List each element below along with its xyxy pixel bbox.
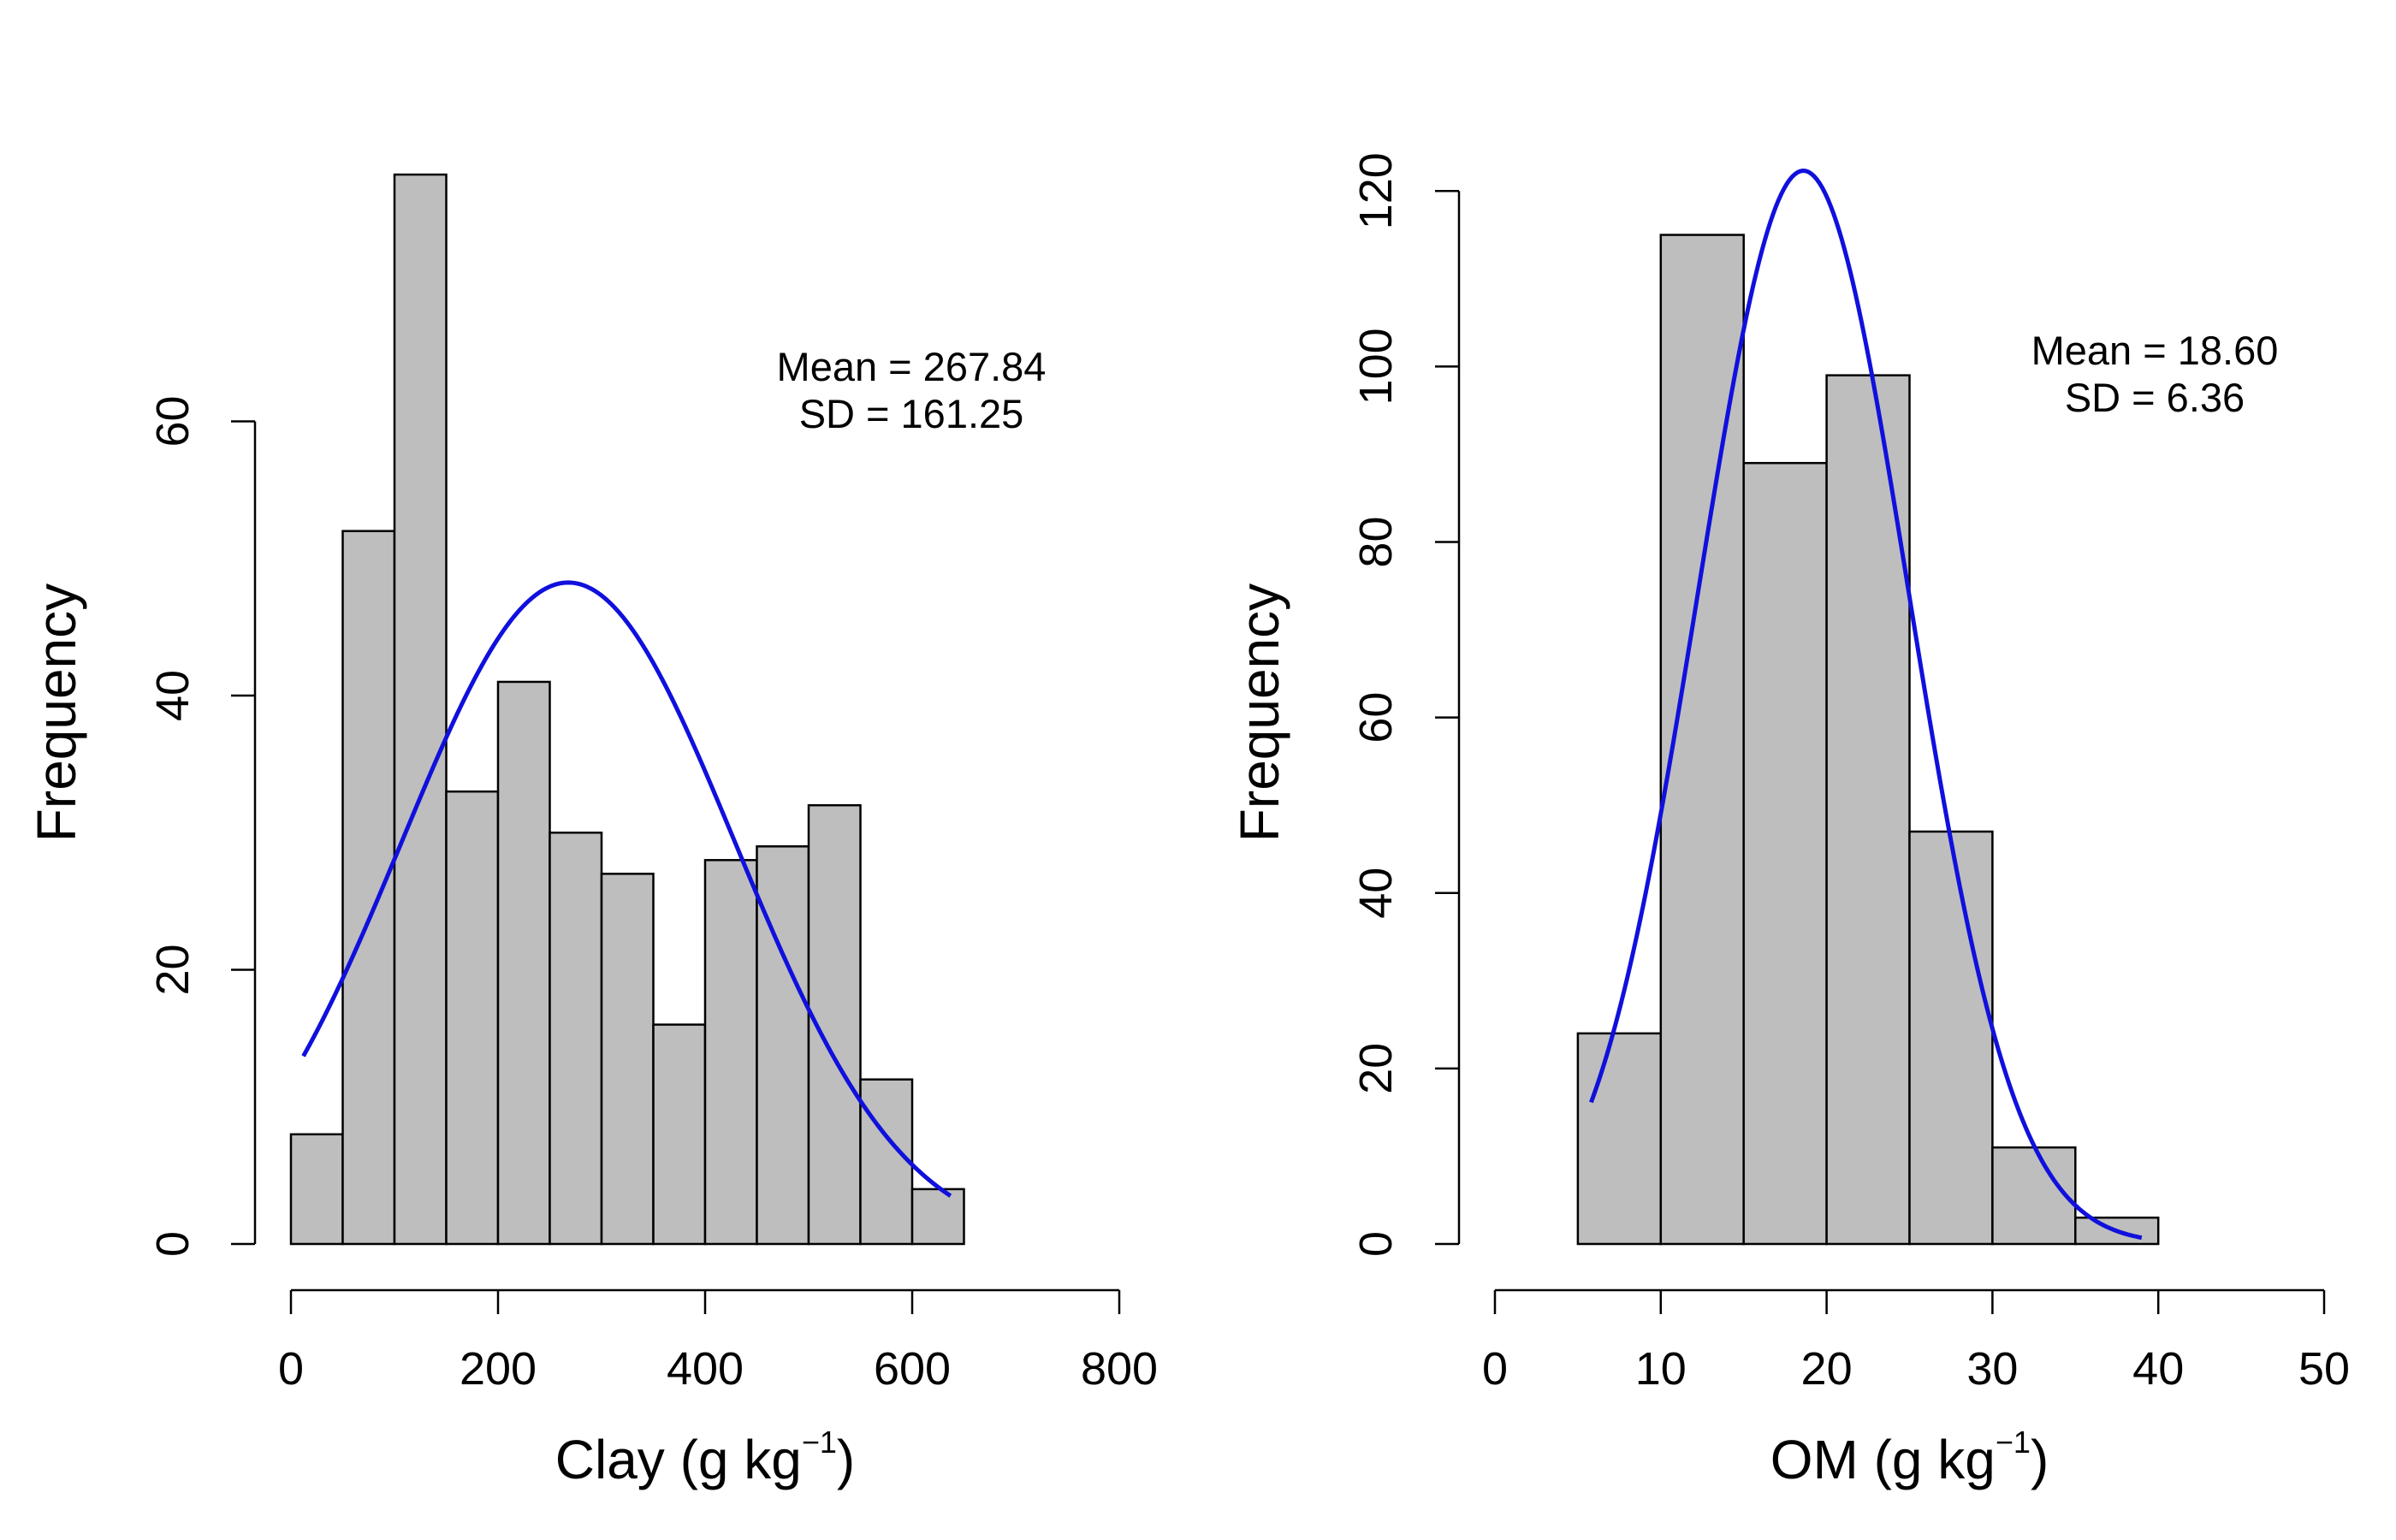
histogram-bar — [1742, 461, 1828, 1246]
sd-annotation: SD = 6.36 — [2065, 375, 2245, 420]
y-axis-title: Frequency — [1229, 583, 1290, 842]
histogram-bar — [1991, 1146, 2077, 1246]
histogram-bar — [756, 845, 810, 1246]
histogram-bar — [445, 790, 500, 1246]
histogram-bar — [600, 873, 655, 1246]
y-tick-label: 0 — [147, 1231, 199, 1257]
x-axis-title-superscript: −1 — [802, 1424, 837, 1460]
histogram-bar — [859, 1078, 914, 1246]
x-tick-label: 20 — [1801, 1343, 1853, 1395]
x-axis-title: OM (g kg−1) — [1770, 1424, 2049, 1490]
x-tick-label: 600 — [874, 1343, 951, 1395]
histogram-bar — [289, 1133, 344, 1246]
x-axis-title-close: ) — [2031, 1429, 2049, 1490]
normal-density-curve — [1589, 168, 2143, 1241]
x-axis-title: Clay (g kg−1) — [555, 1424, 855, 1490]
x-axis-title-main: Clay (g kg — [555, 1429, 802, 1490]
x-tick-label: 400 — [667, 1343, 744, 1395]
y-axis-title: Frequency — [26, 583, 87, 842]
x-tick-label: 200 — [460, 1343, 537, 1395]
y-tick-label: 100 — [1350, 328, 1402, 405]
histogram-bar — [1825, 374, 1911, 1246]
x-axis-title-superscript: −1 — [1996, 1424, 2031, 1460]
y-tick-label: 40 — [1350, 868, 1402, 919]
mean-annotation: Mean = 267.84 — [777, 344, 1047, 389]
y-tick-label: 60 — [147, 395, 199, 447]
histogram-bar — [703, 859, 758, 1246]
histogram-bar — [910, 1188, 965, 1246]
y-tick-label: 20 — [1350, 1043, 1402, 1094]
y-tick-label: 80 — [1350, 516, 1402, 567]
histogram-bar — [341, 530, 396, 1246]
histogram-bar — [652, 1023, 707, 1246]
y-tick-label: 20 — [147, 944, 199, 995]
x-tick-label: 40 — [2132, 1343, 2184, 1395]
x-tick-label: 30 — [1966, 1343, 2018, 1395]
x-tick-label: 0 — [278, 1343, 304, 1395]
histogram-bar — [2074, 1216, 2160, 1246]
x-tick-label: 0 — [1482, 1343, 1508, 1395]
histogram-bar — [1576, 1032, 1663, 1246]
histogram-bar — [393, 173, 448, 1246]
om-histogram-panel: 0 20 40 60 80 100 120 0 10 20 30 40 50 Frequency OM (g… — [1229, 152, 2350, 1490]
y-tick-label: 60 — [1350, 692, 1402, 743]
y-tick-label: 40 — [147, 670, 199, 721]
histogram-bar — [549, 832, 603, 1246]
mean-annotation: Mean = 18.60 — [2031, 328, 2279, 373]
histogram-bar — [1908, 830, 1994, 1246]
normal-density-curve — [301, 580, 952, 1198]
y-tick-label: 120 — [1350, 152, 1402, 229]
y-tick-label: 0 — [1350, 1231, 1402, 1257]
x-axis-title-main: OM (g kg — [1770, 1429, 1996, 1490]
x-tick-label: 10 — [1635, 1343, 1687, 1395]
x-axis-title-close: ) — [837, 1429, 855, 1490]
x-tick-label: 800 — [1081, 1343, 1158, 1395]
histogram-bar — [496, 680, 551, 1246]
sd-annotation: SD = 161.25 — [799, 391, 1024, 436]
x-tick-label: 50 — [2298, 1343, 2350, 1395]
